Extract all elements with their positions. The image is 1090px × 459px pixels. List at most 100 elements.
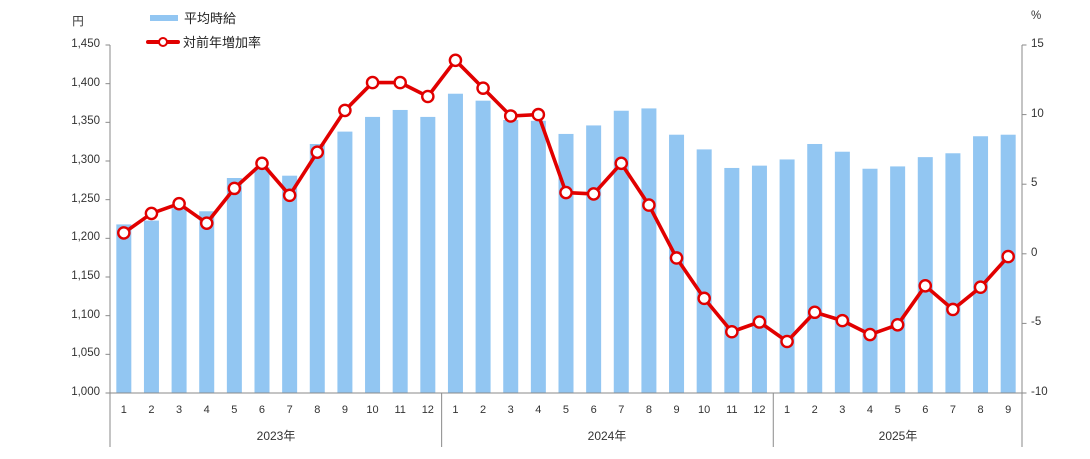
wage-bar xyxy=(420,116,436,394)
x-axis-year-label: 2023年 xyxy=(256,429,296,443)
x-axis-month-label: 3 xyxy=(507,404,514,416)
wage-bar xyxy=(503,120,519,393)
yoy-marker xyxy=(255,156,269,171)
yoy-marker xyxy=(780,334,794,349)
x-axis-month-label: 1 xyxy=(452,404,459,416)
x-axis-month-label: 4 xyxy=(866,404,874,416)
wage-bar xyxy=(365,116,381,394)
x-axis-month-label: 10 xyxy=(366,404,379,416)
x-axis-month-label: 3 xyxy=(176,404,183,416)
yoy-marker xyxy=(725,324,739,339)
x-axis-month-label: 6 xyxy=(922,404,929,416)
yoy-marker xyxy=(752,315,767,329)
yoy-marker xyxy=(282,188,297,203)
x-axis-month-label: 7 xyxy=(286,404,293,416)
x-axis-month-label: 9 xyxy=(673,404,680,416)
wage-bar xyxy=(475,100,491,394)
wage-bar xyxy=(116,224,132,393)
wage-bar xyxy=(199,211,215,393)
right-axis-tick-label: -5 xyxy=(1031,316,1042,329)
yoy-marker xyxy=(946,302,960,317)
x-axis-month-label: 5 xyxy=(894,404,901,416)
left-axis-unit-label: 円 xyxy=(72,16,84,28)
left-axis-tick-label: 1,050 xyxy=(71,347,100,360)
yoy-marker xyxy=(531,107,546,122)
yoy-marker xyxy=(476,81,490,95)
yoy-marker xyxy=(117,226,131,240)
x-axis-month-label: 10 xyxy=(698,404,711,416)
wage-bar xyxy=(226,178,242,393)
wage-bar xyxy=(309,143,325,393)
line-series-swatch xyxy=(146,34,180,49)
yoy-marker xyxy=(1001,249,1015,264)
x-axis-month-label: 2 xyxy=(148,404,155,416)
left-axis-tick-label: 1,100 xyxy=(71,308,100,321)
yoy-marker xyxy=(614,156,629,171)
x-axis-month-label: 8 xyxy=(977,404,984,416)
yoy-marker xyxy=(669,251,684,265)
wage-bar xyxy=(751,165,767,393)
x-axis-month-label: 8 xyxy=(314,404,321,416)
right-axis-tick-label: 10 xyxy=(1031,107,1044,120)
x-axis-year-label: 2024年 xyxy=(587,429,627,443)
wage-bar xyxy=(530,120,546,393)
x-axis-month-label: 6 xyxy=(590,404,597,416)
x-axis-month-label: 12 xyxy=(421,404,434,416)
x-axis-month-label: 11 xyxy=(726,404,738,416)
left-axis-tick-label: 1,150 xyxy=(71,270,100,282)
x-axis-month-label: 5 xyxy=(231,404,238,416)
x-axis-month-label: 7 xyxy=(949,404,956,416)
wage-bar xyxy=(586,125,602,394)
yoy-marker xyxy=(144,206,159,221)
yoy-marker xyxy=(338,103,352,118)
yoy-marker xyxy=(227,181,242,196)
wage-bar xyxy=(171,208,187,393)
x-axis-month-label: 4 xyxy=(535,404,542,416)
left-axis-tick-label: 1,000 xyxy=(71,386,100,398)
wage-bar xyxy=(807,143,823,393)
x-axis-month-label: 1 xyxy=(120,404,127,416)
wage-bar xyxy=(392,109,408,394)
left-axis-tick-label: 1,400 xyxy=(71,76,100,89)
legend-item-yoy-rate: 対前年増加率 xyxy=(146,32,261,51)
left-axis-tick-label: 1,350 xyxy=(71,115,100,128)
yoy-marker xyxy=(642,198,656,212)
wage-bar xyxy=(447,93,463,393)
wage-bar xyxy=(945,153,961,393)
wage-bar xyxy=(613,110,629,393)
yoy-marker xyxy=(697,291,711,306)
legend-label: 対前年増加率 xyxy=(183,35,262,50)
x-axis-month-label: 9 xyxy=(1005,404,1012,416)
line-swatch-marker-icon xyxy=(158,37,168,47)
x-axis-year-label: 2025年 xyxy=(878,429,918,443)
yoy-marker xyxy=(503,109,518,123)
x-axis-month-label: 4 xyxy=(203,404,210,416)
right-axis-tick-label: 5 xyxy=(1031,177,1038,190)
yoy-marker xyxy=(310,145,325,159)
x-axis-month-label: 1 xyxy=(784,404,791,416)
wage-bar xyxy=(641,108,657,393)
right-axis-tick-label: -10 xyxy=(1031,386,1048,398)
right-axis-unit-label: % xyxy=(1031,10,1042,22)
wage-bar xyxy=(1000,134,1016,393)
yoy-marker xyxy=(586,187,601,201)
left-axis-tick-label: 1,200 xyxy=(71,231,100,244)
x-axis-month-label: 12 xyxy=(753,404,766,416)
x-axis-month-label: 8 xyxy=(645,404,652,416)
x-axis-month-label: 5 xyxy=(562,404,570,416)
legend-label: 平均時給 xyxy=(184,11,237,26)
yoy-marker xyxy=(393,75,407,90)
yoy-marker xyxy=(890,317,905,332)
x-axis-month-label: 2 xyxy=(811,404,818,416)
yoy-marker xyxy=(973,280,988,295)
right-axis-tick-label: 15 xyxy=(1031,38,1044,50)
wage-bar xyxy=(779,159,795,393)
yoy-marker xyxy=(863,327,877,342)
wage-bar xyxy=(973,136,989,393)
x-axis-month-label: 11 xyxy=(394,404,406,416)
wage-bar xyxy=(254,167,270,393)
x-axis-month-label: 3 xyxy=(839,404,846,416)
yoy-marker xyxy=(559,185,573,200)
